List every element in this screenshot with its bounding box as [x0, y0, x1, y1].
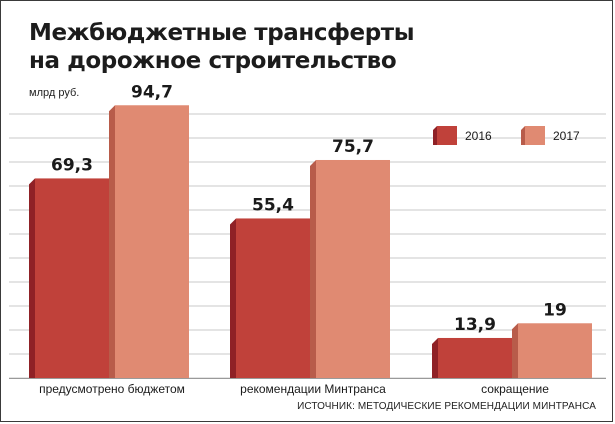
- bar-2017-1: [316, 159, 390, 378]
- legend-swatch-2016: [437, 126, 457, 145]
- bar-2017-0: [115, 105, 189, 378]
- bar-side-2017-2: [512, 323, 518, 378]
- legend-label-2016: 2016: [465, 129, 492, 143]
- value-label-2017-0: 94,7: [131, 82, 173, 102]
- bar-side-2017-0: [109, 105, 115, 378]
- bar-2016-1: [236, 218, 310, 378]
- legend-swatch-side-2016: [433, 126, 437, 145]
- chart-title-line-2: на дорожное строительство: [29, 48, 397, 74]
- category-label-0: предусмотрено бюджетом: [39, 382, 185, 396]
- legend-swatch-2017: [525, 126, 545, 145]
- bar-2017-2: [518, 323, 592, 378]
- source-note: ИСТОЧНИК: МЕТОДИЧЕСКИЕ РЕКОМЕНДАЦИИ МИНТ…: [297, 401, 596, 412]
- value-label-2016-2: 13,9: [454, 315, 496, 335]
- value-label-2016-1: 55,4: [252, 195, 294, 215]
- chart-title-line-1: Межбюджетные трансферты: [29, 20, 415, 46]
- bar-side-2016-2: [432, 337, 438, 378]
- value-label-2017-1: 75,7: [332, 137, 374, 157]
- category-label-1: рекомендации Минтранса: [240, 382, 386, 396]
- category-label-2: сокращение: [481, 382, 549, 396]
- legend: 2016 2017: [433, 126, 580, 145]
- chart-title: Межбюджетные трансферты на дорожное стро…: [29, 19, 415, 75]
- bar-2016-2: [438, 337, 512, 378]
- bar-side-2016-1: [230, 218, 236, 378]
- unit-label: млрд руб.: [29, 87, 80, 99]
- bars: [29, 105, 592, 378]
- value-labels: 69,3 94,7 55,4 75,7 13,9 19: [51, 82, 567, 335]
- value-label-2017-2: 19: [543, 300, 567, 320]
- bar-side-2017-1: [310, 159, 316, 378]
- bar-2016-0: [35, 178, 109, 378]
- value-label-2016-0: 69,3: [51, 155, 93, 175]
- legend-label-2017: 2017: [553, 129, 580, 143]
- category-labels: предусмотрено бюджетом рекомендации Минтр…: [39, 382, 549, 396]
- bar-side-2016-0: [29, 178, 35, 378]
- legend-swatch-side-2017: [521, 126, 525, 145]
